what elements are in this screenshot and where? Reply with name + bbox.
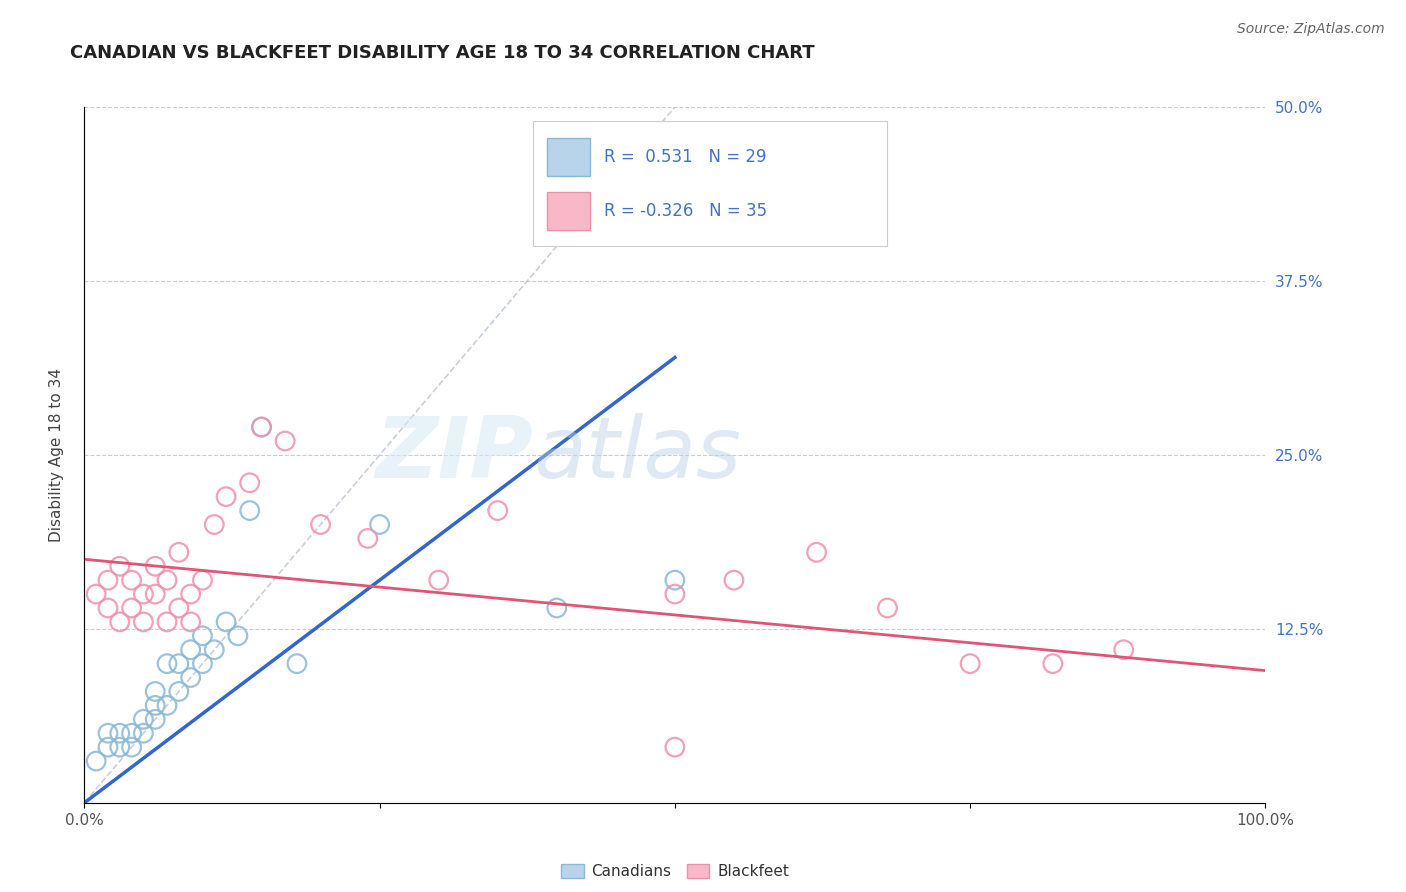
- Point: [1112, 642, 1135, 657]
- Point: [250, 420, 273, 434]
- Point: [180, 587, 202, 601]
- Point: [132, 726, 155, 740]
- Point: [108, 726, 131, 740]
- Text: Source: ZipAtlas.com: Source: ZipAtlas.com: [1237, 22, 1385, 37]
- Point: [167, 601, 190, 615]
- Point: [723, 573, 745, 587]
- Point: [180, 615, 202, 629]
- Point: [486, 503, 509, 517]
- Point: [239, 503, 262, 517]
- Point: [191, 629, 214, 643]
- Point: [121, 601, 143, 615]
- Text: ZIP: ZIP: [375, 413, 533, 497]
- Point: [427, 573, 450, 587]
- Point: [167, 545, 190, 559]
- Point: [664, 587, 686, 601]
- Point: [664, 573, 686, 587]
- Point: [215, 615, 238, 629]
- Point: [202, 642, 225, 657]
- Point: [215, 490, 238, 504]
- Point: [664, 740, 686, 755]
- Point: [156, 657, 179, 671]
- Point: [97, 601, 120, 615]
- Point: [368, 517, 391, 532]
- Point: [806, 545, 828, 559]
- Point: [180, 671, 202, 685]
- Point: [226, 629, 249, 643]
- Point: [239, 475, 262, 490]
- Y-axis label: Disability Age 18 to 34: Disability Age 18 to 34: [49, 368, 63, 542]
- Point: [143, 698, 166, 713]
- Point: [143, 587, 166, 601]
- Point: [309, 517, 332, 532]
- Text: atlas: atlas: [533, 413, 741, 497]
- Point: [143, 559, 166, 574]
- Point: [156, 615, 179, 629]
- Point: [132, 615, 155, 629]
- Point: [167, 657, 190, 671]
- Point: [121, 726, 143, 740]
- Point: [156, 698, 179, 713]
- Point: [97, 573, 120, 587]
- Point: [167, 684, 190, 698]
- Point: [1042, 657, 1064, 671]
- Point: [121, 740, 143, 755]
- Point: [97, 740, 120, 755]
- Point: [202, 517, 225, 532]
- Point: [285, 657, 308, 671]
- Point: [959, 657, 981, 671]
- Point: [156, 573, 179, 587]
- Point: [108, 740, 131, 755]
- Point: [121, 573, 143, 587]
- Point: [108, 615, 131, 629]
- Point: [84, 587, 107, 601]
- Point: [191, 573, 214, 587]
- Point: [250, 420, 273, 434]
- Point: [191, 657, 214, 671]
- Point: [97, 726, 120, 740]
- Point: [84, 754, 107, 768]
- Point: [357, 532, 380, 546]
- Legend: Canadians, Blackfeet: Canadians, Blackfeet: [554, 858, 796, 886]
- Point: [132, 712, 155, 726]
- Point: [546, 601, 568, 615]
- Point: [143, 712, 166, 726]
- Point: [132, 587, 155, 601]
- Point: [274, 434, 297, 448]
- Point: [143, 684, 166, 698]
- Point: [180, 642, 202, 657]
- Point: [876, 601, 898, 615]
- Point: [108, 559, 131, 574]
- Text: CANADIAN VS BLACKFEET DISABILITY AGE 18 TO 34 CORRELATION CHART: CANADIAN VS BLACKFEET DISABILITY AGE 18 …: [70, 45, 815, 62]
